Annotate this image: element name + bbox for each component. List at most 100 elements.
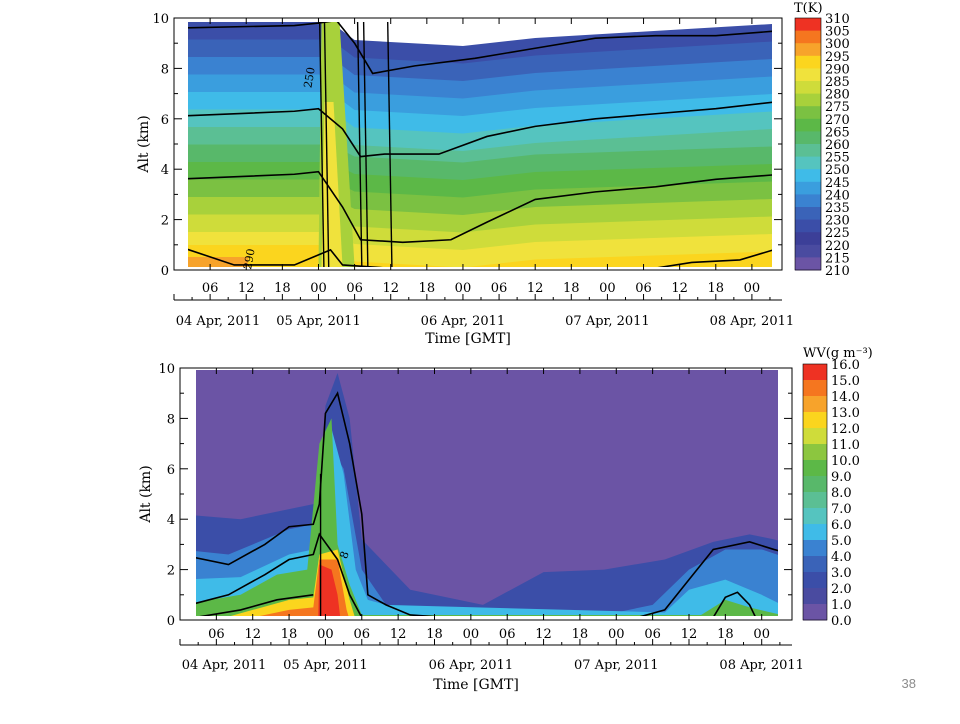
- colorbar-label: 210: [825, 264, 850, 279]
- colorbar-title: WV(g m⁻³): [803, 346, 873, 361]
- x-hour-tick-label: 12: [535, 627, 552, 642]
- colorbar-swatch: [795, 207, 821, 221]
- slide-number: 38: [901, 676, 916, 691]
- x-hour-tick-label: 18: [717, 627, 734, 642]
- colorbar-swatch: [803, 588, 827, 605]
- colorbar-label: 15.0: [831, 374, 860, 389]
- x-hour-tick-label: 00: [753, 627, 770, 642]
- colorbar-swatch: [803, 412, 827, 429]
- colorbar-label: 0.0: [831, 614, 852, 629]
- panel-temperature: 250 290 0 2 4 6 8 10 Alt (km) 06 12 18 00 06 12 18 00 06 1…: [136, 1, 850, 347]
- colorbar-swatch: [795, 118, 821, 132]
- x-date-label: 06 Apr, 2011: [421, 314, 506, 329]
- colorbar-label: 240: [825, 188, 850, 203]
- contour-line: [713, 591, 756, 616]
- colorbar-swatch: [795, 244, 821, 258]
- x-date-label: 08 Apr, 2011: [710, 314, 795, 329]
- colorbar-label: 11.0: [831, 438, 860, 453]
- contour-line: [196, 391, 778, 616]
- x-hour-tick-label: 12: [244, 627, 261, 642]
- colorbar-swatch: [803, 444, 827, 461]
- x-hour-tick-label: 06: [202, 281, 219, 296]
- x-hour-tick-label: 00: [599, 281, 616, 296]
- colorbar-swatch: [795, 257, 821, 271]
- contour-field: [196, 370, 778, 616]
- contour-field: [188, 22, 772, 267]
- colorbar-swatch: [803, 524, 827, 541]
- colorbar-frame: [794, 17, 822, 271]
- x-hour-tick-label: 00: [310, 281, 327, 296]
- contour-line: [199, 594, 314, 616]
- x-hour-tick-label: 00: [744, 281, 761, 296]
- contour-line: [196, 532, 362, 616]
- x-date-label: 06 Apr, 2011: [429, 658, 514, 673]
- colorbar-swatch: [803, 508, 827, 525]
- contour-line: [318, 22, 325, 267]
- colorbar-label: 230: [825, 214, 850, 229]
- y-tick-label: 2: [161, 214, 169, 229]
- colorbar-label: 14.0: [831, 390, 860, 405]
- x-hour-tick-label: 12: [238, 281, 255, 296]
- y-tick-label: 0: [161, 264, 169, 279]
- colorbar-label: 255: [825, 151, 850, 166]
- x-hour-tick-label: 18: [563, 281, 580, 296]
- y-tick-label: 10: [152, 12, 169, 27]
- colorbar-label: 265: [825, 125, 850, 140]
- colorbar-swatch: [795, 156, 821, 170]
- colorbar-swatch: [795, 194, 821, 208]
- colorbar-label: 305: [825, 25, 850, 40]
- colorbar-label: 4.0: [831, 550, 852, 565]
- colorbar-label: 280: [825, 88, 850, 103]
- colorbar-swatch: [803, 396, 827, 413]
- colorbar-label: 310: [825, 12, 850, 27]
- colorbar-label: 7.0: [831, 502, 852, 517]
- colorbar-label: 245: [825, 176, 850, 191]
- colorbar-title: T(K): [794, 1, 823, 16]
- contour-line: [188, 170, 772, 244]
- colorbar-swatch: [795, 18, 821, 32]
- colorbar-swatch: [803, 492, 827, 509]
- x-date-label: 04 Apr, 2011: [176, 314, 261, 329]
- x-hour-tick-label: 12: [390, 627, 407, 642]
- contour-line: [188, 101, 772, 158]
- contour-label: 250: [301, 66, 317, 89]
- y-tick-label: 4: [161, 163, 169, 178]
- y-tick-label: 6: [161, 113, 169, 128]
- colorbar-label: 270: [825, 113, 850, 128]
- x-hour-tick-label: 12: [681, 627, 698, 642]
- y-axis-label: Alt (km): [138, 465, 154, 523]
- colorbar-swatch: [795, 219, 821, 233]
- x-date-label: 08 Apr, 2011: [719, 658, 804, 673]
- contour-line: [188, 248, 384, 267]
- colorbar-label: 10.0: [831, 454, 860, 469]
- x-hour-tick-label: 18: [572, 627, 589, 642]
- colorbar-label: 1.0: [831, 598, 852, 613]
- colorbar-swatch: [795, 131, 821, 145]
- colorbar-label: 275: [825, 100, 850, 115]
- colorbar-swatch: [803, 556, 827, 573]
- colorbar-swatch: [803, 476, 827, 493]
- colorbar-label: 290: [825, 62, 850, 77]
- contour-line: [323, 22, 330, 267]
- y-tick-label: 10: [158, 362, 175, 377]
- y-tick-label: 6: [167, 463, 175, 478]
- x-hour-tick-label: 12: [527, 281, 544, 296]
- x-date-label: 07 Apr, 2011: [565, 314, 650, 329]
- x-hour-tick-label: 18: [274, 281, 291, 296]
- colorbar: 16.015.014.013.012.011.010.09.08.07.06.0…: [802, 346, 873, 629]
- y-tick-label: 8: [161, 62, 169, 77]
- colorbar: 3103053002952902852802752702652602552502…: [794, 1, 850, 279]
- panel-water-vapor: 8 0 2 4 6 8 10 Alt (km) 06 12 18 00 06 12 18 00 06 12 18 00…: [138, 346, 873, 693]
- x-date-label: 05 Apr, 2011: [283, 658, 368, 673]
- colorbar-label: 295: [825, 50, 850, 65]
- x-hour-tick-label: 06: [644, 627, 661, 642]
- contour-line: [356, 22, 363, 267]
- colorbar-label: 250: [825, 163, 850, 178]
- colorbar-swatch: [803, 364, 827, 381]
- colorbar-swatch: [795, 169, 821, 183]
- y-tick-label: 0: [167, 614, 175, 629]
- y-axis-label: Alt (km): [136, 115, 152, 173]
- x-date-label: 04 Apr, 2011: [182, 658, 267, 673]
